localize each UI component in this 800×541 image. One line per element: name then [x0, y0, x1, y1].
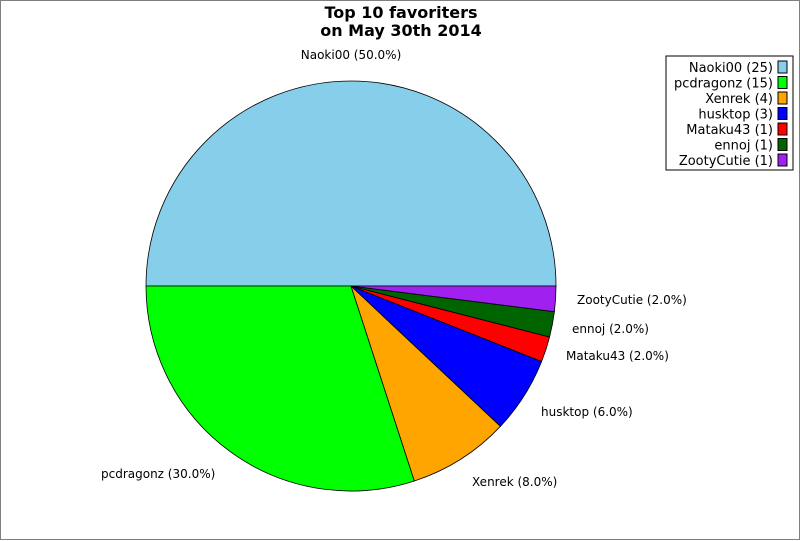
legend-label-husktop: husktop (3) [698, 108, 773, 123]
slice-label-xenrek: Xenrek (8.0%) [472, 475, 557, 489]
legend-label-zootycutie: ZootyCutie (1) [679, 154, 773, 169]
slice-label-husktop: husktop (6.0%) [541, 405, 633, 419]
legend-swatch-pcdragonz [777, 76, 788, 89]
pie-slices [145, 80, 557, 492]
legend: Naoki00 (25)pcdragonz (15)Xenrek (4)husk… [665, 55, 794, 171]
legend-swatch-husktop [777, 107, 788, 120]
slice-label-naoki00: Naoki00 (50.0%) [301, 48, 402, 62]
legend-label-pcdragonz: pcdragonz (15) [674, 77, 773, 92]
slice-label-ennoj: ennoj (2.0%) [572, 322, 649, 336]
slice-label-pcdragonz: pcdragonz (30.0%) [101, 467, 215, 481]
legend-swatch-xenrek [777, 91, 788, 105]
legend-swatch-naoki00 [777, 60, 788, 74]
legend-label-naoki00: Naoki00 (25) [689, 61, 773, 76]
slice-labels: Naoki00 (50.0%) pcdragonz (30.0%) Xenrek (… [101, 48, 687, 489]
legend-swatch-ennoj [777, 138, 788, 151]
legend-swatch-zootycutie [777, 153, 788, 167]
pie-slice-naoki00 [145, 80, 557, 287]
legend-box [665, 55, 794, 171]
chart-subtitle: on May 30th 2014 [320, 21, 482, 40]
pie-slice-xenrek [350, 285, 502, 482]
pie-slice-zootycutie [350, 285, 557, 313]
slice-label-mataku43: Mataku43 (2.0%) [566, 349, 669, 363]
legend-swatch-mataku43 [777, 122, 788, 136]
legend-label-xenrek: Xenrek (4) [705, 92, 773, 107]
pie-slice-pcdragonz [145, 285, 415, 492]
chart-title: Top 10 favoriters [324, 3, 477, 22]
slice-label-zootycutie: ZootyCutie (2.0%) [577, 293, 687, 307]
legend-label-ennoj: ennoj (1) [714, 139, 773, 154]
legend-label-mataku43: Mataku43 (1) [686, 123, 773, 138]
